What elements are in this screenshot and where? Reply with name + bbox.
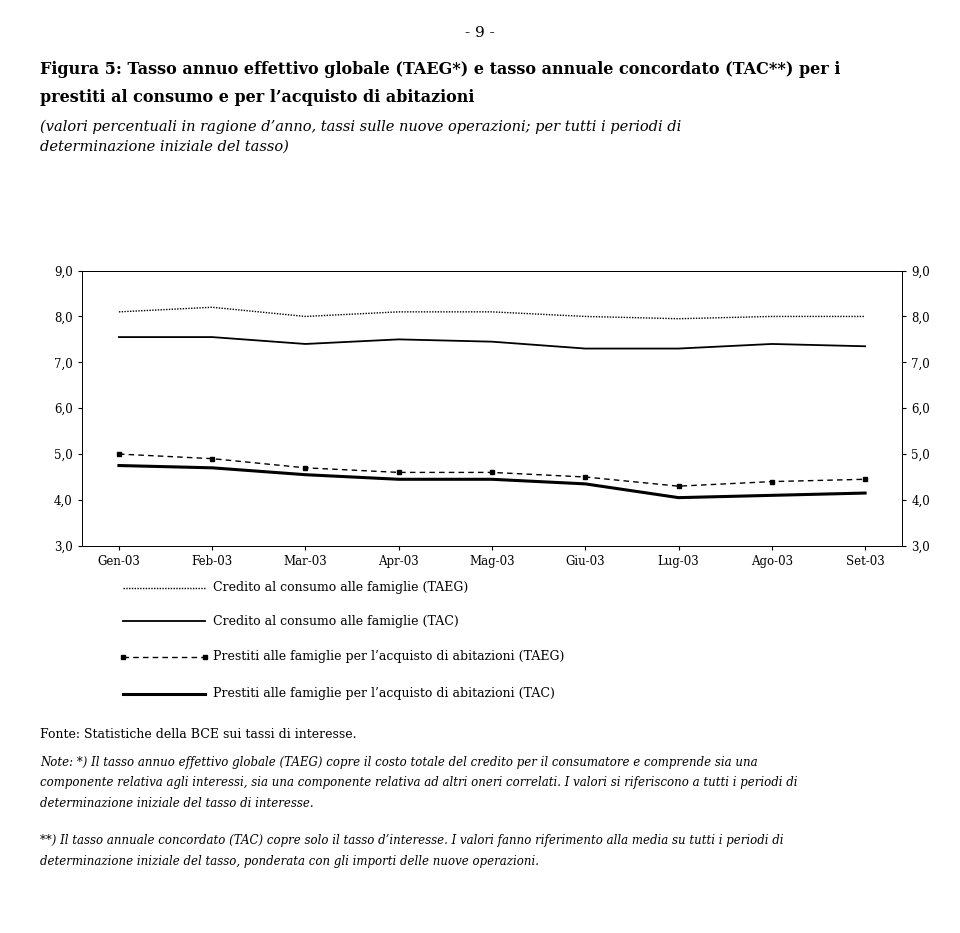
Text: determinazione iniziale del tasso): determinazione iniziale del tasso) <box>40 140 289 154</box>
Text: Prestiti alle famiglie per l’acquisto di abitazioni (TAC): Prestiti alle famiglie per l’acquisto di… <box>213 688 555 701</box>
Text: determinazione iniziale del tasso, ponderata con gli importi delle nuove operazi: determinazione iniziale del tasso, ponde… <box>40 855 540 868</box>
Text: Credito al consumo alle famiglie (TAEG): Credito al consumo alle famiglie (TAEG) <box>213 581 468 594</box>
Text: (valori percentuali in ragione d’anno, tassi sulle nuove operazioni; per tutti i: (valori percentuali in ragione d’anno, t… <box>40 119 682 133</box>
Text: prestiti al consumo e per l’acquisto di abitazioni: prestiti al consumo e per l’acquisto di … <box>40 89 474 105</box>
Text: Prestiti alle famiglie per l’acquisto di abitazioni (TAEG): Prestiti alle famiglie per l’acquisto di… <box>213 650 564 663</box>
Text: Credito al consumo alle famiglie (TAC): Credito al consumo alle famiglie (TAC) <box>213 615 459 628</box>
Text: Figura 5: Tasso annuo effettivo globale (TAEG*) e tasso annuale concordato (TAC*: Figura 5: Tasso annuo effettivo globale … <box>40 61 841 77</box>
Text: Fonte: Statistiche della BCE sui tassi di interesse.: Fonte: Statistiche della BCE sui tassi d… <box>40 728 357 741</box>
Text: componente relativa agli interessi, sia una componente relativa ad altri oneri c: componente relativa agli interessi, sia … <box>40 776 798 789</box>
Text: - 9 -: - 9 - <box>466 26 494 40</box>
Text: determinazione iniziale del tasso di interesse.: determinazione iniziale del tasso di int… <box>40 797 314 810</box>
Text: Note: *) Il tasso annuo effettivo globale (TAEG) copre il costo totale del credi: Note: *) Il tasso annuo effettivo global… <box>40 756 758 769</box>
Text: **) Il tasso annuale concordato (TAC) copre solo il tasso d’interesse. I valori : **) Il tasso annuale concordato (TAC) co… <box>40 834 783 847</box>
